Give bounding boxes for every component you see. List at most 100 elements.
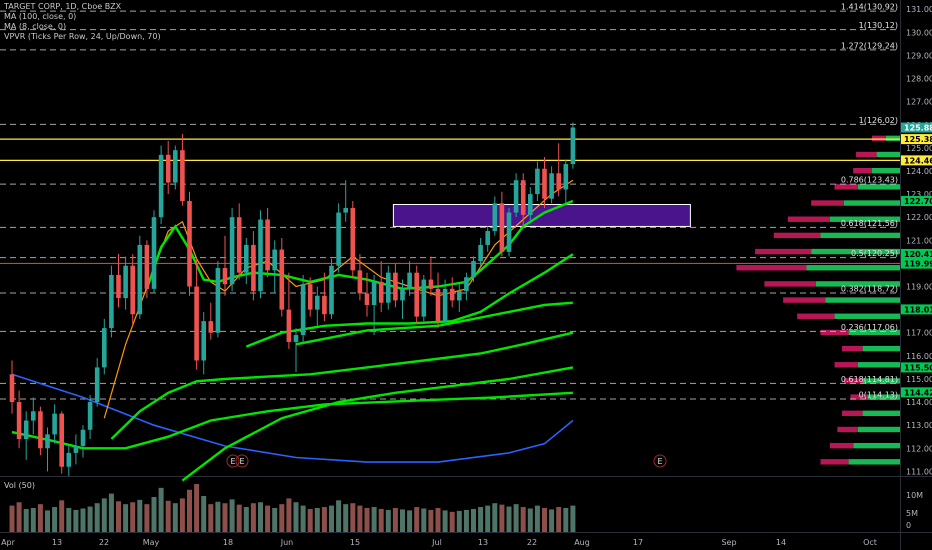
volume-bar (364, 508, 370, 532)
candle-body (457, 291, 462, 301)
candle-body (187, 201, 192, 287)
volume-bar (392, 508, 398, 532)
volume-bar (371, 507, 377, 532)
candle-body (322, 295, 327, 315)
moving-average-line (110, 331, 574, 440)
vpvr-up-bar (848, 459, 900, 465)
y-tick-label: 117.00 (906, 329, 932, 338)
candle-body (478, 244, 483, 262)
candle-body (180, 150, 185, 202)
vpvr-down-bar (820, 459, 849, 465)
volume-axis-label: 5M (906, 509, 918, 518)
vpvr-down-bar (811, 200, 844, 206)
earnings-marker-icon (226, 454, 240, 468)
vpvr-up-bar (843, 200, 900, 206)
volume-bar (37, 504, 43, 532)
vpvr-down-bar (764, 281, 816, 287)
legend-ma8[interactable]: MA (8, close, 0) (4, 22, 67, 31)
candle-body (66, 452, 72, 467)
fib-level-label: 1(130.12) (859, 21, 898, 30)
x-tick-label: 22 (99, 538, 109, 547)
earnings-marker-label: E (239, 457, 244, 466)
legend-ma100[interactable]: MA (100, close, 0) (4, 12, 77, 21)
volume-bar (428, 509, 434, 532)
y-tick-label: 128.00 (906, 75, 932, 84)
vpvr-up-bar (871, 167, 900, 174)
price-tag-label: 119.99 (904, 260, 932, 269)
vpvr-down-bar (856, 151, 877, 158)
volume-bar (272, 508, 278, 532)
fib-level-label: 0.236(117.06) (841, 323, 898, 332)
vpvr-up-bar (815, 281, 900, 287)
vpvr-down-bar (829, 442, 854, 449)
vpvr-up-bar (857, 184, 900, 190)
candle-body (158, 154, 164, 218)
candle-body (371, 281, 377, 306)
vpvr-up-bar (885, 135, 900, 142)
candle-body (520, 180, 526, 215)
volume-bar (16, 502, 22, 532)
legend-symbol[interactable]: TARGET CORP, 1D, Cboe BZX (4, 2, 122, 11)
price-tag (901, 155, 932, 166)
candle-body (485, 231, 490, 245)
volume-bar (165, 500, 171, 532)
candle-body (116, 274, 121, 299)
volume-bar (108, 493, 114, 532)
candle-body (16, 402, 22, 440)
price-tag (901, 196, 932, 207)
y-tick-label: 115.00 (906, 375, 932, 384)
candle-body (449, 288, 455, 301)
candle-body (123, 265, 128, 299)
volume-bar (187, 489, 192, 532)
vpvr-down-bar (834, 184, 858, 190)
candle-body (173, 150, 178, 183)
vpvr-up-bar (853, 442, 900, 449)
legend-vpvr[interactable]: VPVR (Ticks Per Row, 24, Up/Down, 70) (4, 32, 161, 41)
candle-body (343, 207, 348, 213)
volume-bar (534, 505, 540, 532)
candle-body (535, 168, 540, 195)
volume-bar (208, 504, 214, 532)
volume-bar (279, 504, 285, 532)
candle-body (236, 217, 242, 273)
fib-level-label: 0.5(120.25) (851, 249, 898, 258)
x-tick-label: Apr (1, 538, 16, 547)
volume-bar (30, 508, 36, 532)
volume-bar (357, 505, 363, 532)
price-tag-label: 125.88 (904, 124, 932, 133)
earnings-marker-icon (235, 454, 249, 468)
candle-body (421, 279, 427, 317)
volume-bar (314, 508, 320, 532)
volume-bar (471, 508, 476, 532)
volume-bar (52, 507, 58, 532)
volume-bar (179, 498, 185, 532)
vpvr-up-bar (862, 378, 900, 384)
vpvr-up-bar (862, 410, 900, 417)
chart-legend: TARGET CORP, 1D, Cboe BZX MA (100, close… (4, 2, 161, 42)
candle-body (87, 402, 93, 430)
fib-level-label: 1(126.02) (859, 116, 898, 125)
volume-bar (172, 503, 178, 532)
candle-body (137, 244, 143, 315)
volume-bar (520, 507, 526, 532)
y-tick-label: 125.00 (906, 144, 932, 153)
candle-body (201, 321, 206, 361)
candle-body (286, 309, 292, 342)
x-tick-label: Sep (721, 538, 736, 547)
candle-body (251, 244, 256, 292)
vpvr-down-bar (834, 362, 858, 368)
candle-body (222, 268, 228, 285)
y-tick-label: 119.00 (906, 283, 932, 292)
candle-body (499, 203, 505, 252)
moving-average-line (181, 366, 574, 482)
vpvr-down-bar (787, 216, 830, 222)
y-tick-label: 114.00 (906, 398, 932, 407)
vpvr-down-bar (755, 248, 812, 255)
candle-body (386, 272, 391, 303)
candle-body (414, 272, 419, 317)
volume-legend[interactable]: Vol (50) (4, 481, 35, 490)
candle-body (102, 328, 107, 368)
y-tick-label: 129.00 (906, 51, 932, 60)
fib-level-label: 0.618(121.56) (841, 219, 898, 228)
